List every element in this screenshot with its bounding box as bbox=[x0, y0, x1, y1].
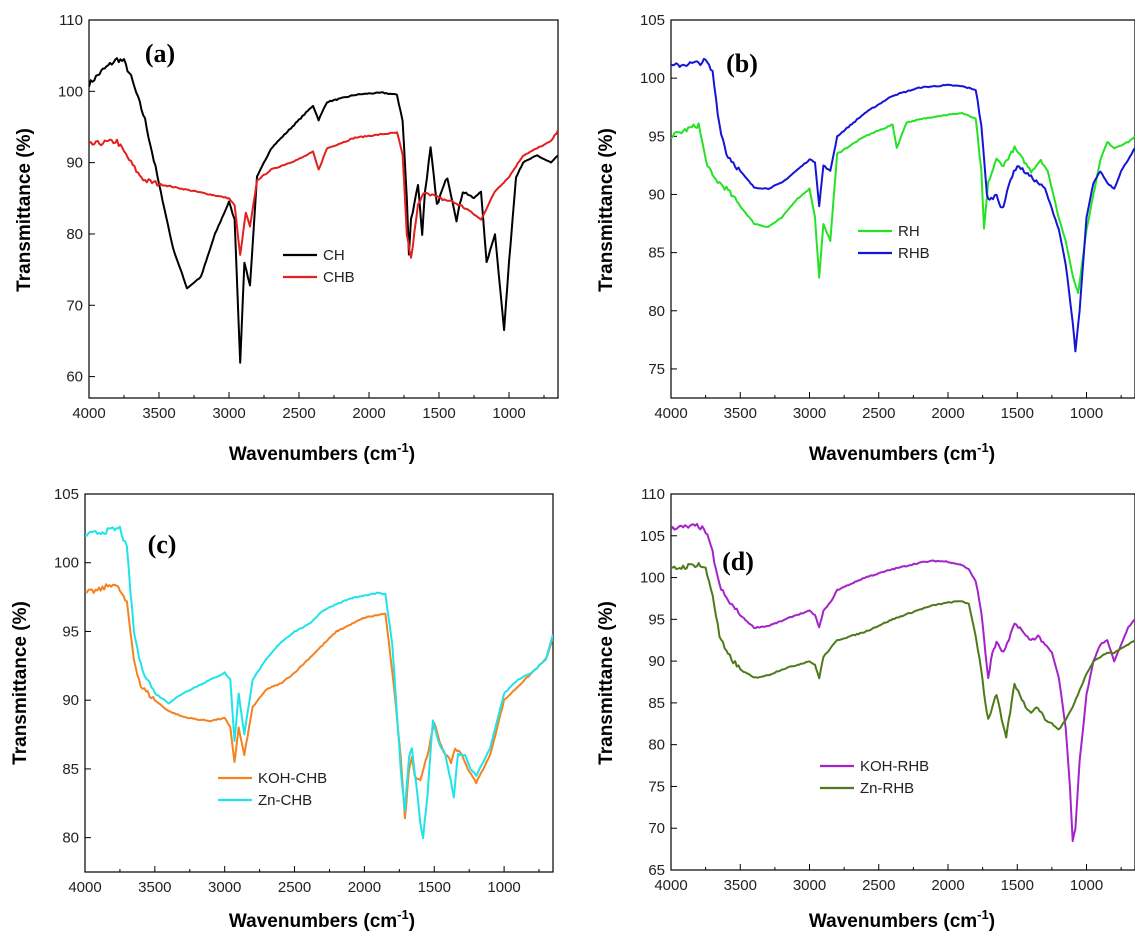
x-tick-label: 3500 bbox=[724, 405, 757, 422]
legend-label: KOH-RHB bbox=[860, 758, 929, 775]
legend-label: RHB bbox=[898, 245, 930, 262]
x-tick-label: 1500 bbox=[1001, 405, 1034, 422]
x-axis-title: Wavenumbers (cm-1) bbox=[809, 907, 995, 932]
chart-panel-3: 4000 3500 3000 2500 2000 1500 1000 65 70 75 80 85 90… bbox=[596, 486, 1135, 932]
x-tick-label: 3500 bbox=[142, 405, 175, 422]
y-tick-label: 80 bbox=[66, 226, 83, 243]
y-tick-label: 85 bbox=[62, 761, 79, 778]
y-tick-label: 90 bbox=[66, 155, 83, 172]
panel-label: (a) bbox=[145, 39, 175, 68]
y-tick-label: 90 bbox=[648, 186, 665, 203]
x-tick-label: 4000 bbox=[68, 879, 101, 896]
x-tick-label: 2500 bbox=[282, 405, 315, 422]
y-tick-label: 90 bbox=[62, 692, 79, 709]
plot-frame bbox=[88, 19, 559, 399]
y-tick-label: 100 bbox=[640, 70, 665, 87]
y-tick-label: 95 bbox=[648, 128, 665, 145]
x-tick-label: 1000 bbox=[1070, 877, 1103, 894]
y-tick-label: 105 bbox=[54, 486, 79, 503]
y-axis-title: Transmittance (%) bbox=[596, 128, 617, 292]
x-tick-label: 3500 bbox=[138, 879, 171, 896]
series-line-ch bbox=[89, 57, 558, 364]
y-tick-label: 105 bbox=[640, 528, 665, 545]
x-tick-label: 3000 bbox=[793, 877, 826, 894]
y-axis-title: Transmittance (%) bbox=[10, 601, 31, 765]
x-tick-label: 3000 bbox=[212, 405, 245, 422]
y-tick-label: 100 bbox=[54, 555, 79, 572]
x-tick-label: 3000 bbox=[793, 405, 826, 422]
legend-label: CHB bbox=[323, 269, 355, 286]
y-tick-label: 85 bbox=[648, 245, 665, 262]
x-tick-label: 1000 bbox=[492, 405, 525, 422]
y-tick-label: 95 bbox=[648, 611, 665, 628]
x-tick-label: 2000 bbox=[352, 405, 385, 422]
panel-label: (d) bbox=[722, 547, 754, 576]
legend-label: RH bbox=[898, 223, 920, 240]
panel-label: (b) bbox=[726, 49, 758, 78]
x-tick-label: 4000 bbox=[72, 405, 105, 422]
x-tick-label: 2500 bbox=[862, 877, 895, 894]
series-line-chb bbox=[89, 130, 558, 259]
x-tick-label: 2000 bbox=[348, 879, 381, 896]
y-axis-title: Transmittance (%) bbox=[14, 128, 35, 292]
y-axis-title: Transmittance (%) bbox=[596, 601, 617, 765]
x-tick-label: 3000 bbox=[208, 879, 241, 896]
panel-label: (c) bbox=[148, 530, 177, 559]
y-tick-label: 80 bbox=[62, 830, 79, 847]
x-tick-label: 1500 bbox=[422, 405, 455, 422]
y-tick-label: 90 bbox=[648, 653, 665, 670]
y-tick-label: 80 bbox=[648, 303, 665, 320]
x-tick-label: 1500 bbox=[418, 879, 451, 896]
series-line-koh-rhb bbox=[671, 522, 1135, 843]
y-tick-label: 100 bbox=[58, 83, 83, 100]
legend-label: Zn-CHB bbox=[258, 792, 312, 809]
x-tick-label: 3500 bbox=[724, 877, 757, 894]
chart-panel-1: 4000 3500 3000 2500 2000 1500 1000 75 80 85 90 95 10… bbox=[596, 12, 1135, 465]
x-axis-title: Wavenumbers (cm-1) bbox=[809, 440, 995, 465]
x-tick-label: 4000 bbox=[654, 405, 687, 422]
x-tick-label: 4000 bbox=[654, 877, 687, 894]
y-tick-label: 75 bbox=[648, 778, 665, 795]
x-tick-label: 1500 bbox=[1001, 877, 1034, 894]
series-line-rh bbox=[671, 111, 1135, 295]
y-tick-label: 105 bbox=[640, 12, 665, 29]
y-tick-label: 85 bbox=[648, 695, 665, 712]
y-tick-label: 100 bbox=[640, 570, 665, 587]
plot-frame bbox=[670, 19, 1135, 399]
x-axis-title: Wavenumbers (cm-1) bbox=[229, 907, 415, 932]
x-tick-label: 2500 bbox=[862, 405, 895, 422]
series-line-koh-chb bbox=[85, 583, 553, 820]
x-tick-label: 1000 bbox=[487, 879, 520, 896]
y-tick-label: 65 bbox=[648, 862, 665, 879]
y-tick-label: 70 bbox=[648, 820, 665, 837]
series-line-rhb bbox=[671, 57, 1135, 353]
y-tick-label: 95 bbox=[62, 623, 79, 640]
plot-frame bbox=[84, 493, 554, 873]
x-tick-label: 2500 bbox=[278, 879, 311, 896]
plot-frame bbox=[670, 493, 1135, 871]
x-tick-label: 2000 bbox=[931, 877, 964, 894]
y-tick-label: 60 bbox=[66, 369, 83, 386]
legend-label: Zn-RHB bbox=[860, 780, 914, 797]
legend-label: CH bbox=[323, 247, 345, 264]
y-tick-label: 75 bbox=[648, 361, 665, 378]
x-axis-title: Wavenumbers (cm-1) bbox=[229, 440, 415, 465]
x-tick-label: 2000 bbox=[931, 405, 964, 422]
chart-panel-2: 4000 3500 3000 2500 2000 1500 1000 80 85 90 95 100 1… bbox=[10, 486, 554, 932]
y-tick-label: 80 bbox=[648, 737, 665, 754]
y-tick-label: 70 bbox=[66, 297, 83, 314]
y-tick-label: 110 bbox=[59, 12, 83, 29]
series-line-zn-chb bbox=[85, 525, 553, 840]
x-tick-label: 1000 bbox=[1070, 405, 1103, 422]
chart-panel-0: 4000 3500 3000 2500 2000 1500 1000 60 70 80 90 100 1… bbox=[14, 12, 559, 465]
series-line-zn-rhb bbox=[671, 562, 1135, 739]
y-tick-label: 110 bbox=[641, 486, 665, 503]
legend-label: KOH-CHB bbox=[258, 770, 327, 787]
